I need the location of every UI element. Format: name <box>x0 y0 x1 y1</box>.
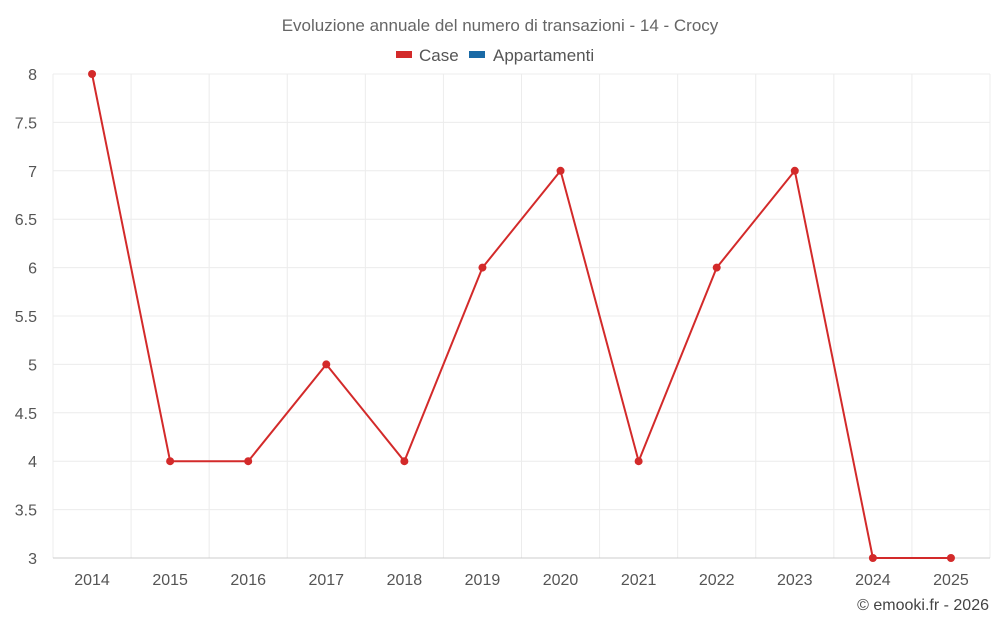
legend: Case Appartamenti <box>396 46 594 65</box>
x-tick-label: 2014 <box>74 572 110 589</box>
x-tick-label: 2023 <box>777 572 813 589</box>
data-point-case-2014[interactable] <box>88 70 97 78</box>
y-tick-label: 6.5 <box>15 212 37 229</box>
data-point-case-2025[interactable] <box>946 554 955 562</box>
y-tick-label: 5 <box>28 357 37 374</box>
data-point-case-2020[interactable] <box>556 166 565 175</box>
x-tick-label: 2017 <box>308 572 344 589</box>
y-tick-label: 8 <box>28 67 37 84</box>
y-tick-label: 3 <box>28 551 37 568</box>
y-tick-label: 7.5 <box>15 115 37 132</box>
data-point-case-2019[interactable] <box>478 263 487 272</box>
data-point-case-2022[interactable] <box>712 263 721 272</box>
data-point-case-2015[interactable] <box>166 457 175 466</box>
x-tick-label: 2022 <box>699 572 735 589</box>
y-axis-ticks: 3 3.5 4 4.5 5 5.5 6 6.5 7 7.5 8 <box>15 67 37 568</box>
y-tick-label: 3.5 <box>15 503 37 520</box>
data-point-case-2018[interactable] <box>400 457 409 466</box>
series-points <box>88 70 955 562</box>
y-tick-label: 6 <box>28 261 37 278</box>
legend-item-appartamenti[interactable]: Appartamenti <box>469 46 594 65</box>
x-tick-label: 2016 <box>230 572 266 589</box>
data-point-case-2024[interactable] <box>868 554 877 562</box>
series-lines <box>91 73 951 559</box>
legend-swatch-case <box>396 51 412 58</box>
x-tick-label: 2019 <box>465 572 501 589</box>
legend-item-case[interactable]: Case <box>396 46 459 65</box>
x-gridlines <box>52 74 991 558</box>
y-tick-label: 4.5 <box>15 406 37 423</box>
legend-label-appartamenti: Appartamenti <box>493 46 594 65</box>
chart-title: Evoluzione annuale del numero di transaz… <box>282 16 719 35</box>
x-tick-label: 2021 <box>621 572 657 589</box>
series-line-case <box>91 73 951 559</box>
y-tick-label: 7 <box>28 164 37 181</box>
x-tick-label: 2024 <box>855 572 891 589</box>
x-tick-label: 2015 <box>152 572 188 589</box>
legend-label-case: Case <box>419 46 459 65</box>
credit-text: © emooki.fr - 2026 <box>857 597 989 614</box>
data-point-case-2017[interactable] <box>322 360 331 369</box>
y-tick-label: 5.5 <box>15 309 37 326</box>
x-tick-label: 2018 <box>387 572 423 589</box>
data-point-case-2016[interactable] <box>244 457 253 466</box>
x-axis-ticks: 2014 2015 2016 2017 2018 2019 2020 2021 2022 2023… <box>74 572 969 589</box>
x-tick-label: 2020 <box>543 572 579 589</box>
y-tick-label: 4 <box>28 454 37 471</box>
legend-swatch-appartamenti <box>469 51 485 58</box>
x-tick-label: 2025 <box>933 572 969 589</box>
data-point-case-2021[interactable] <box>634 457 643 466</box>
data-point-case-2023[interactable] <box>790 166 799 175</box>
